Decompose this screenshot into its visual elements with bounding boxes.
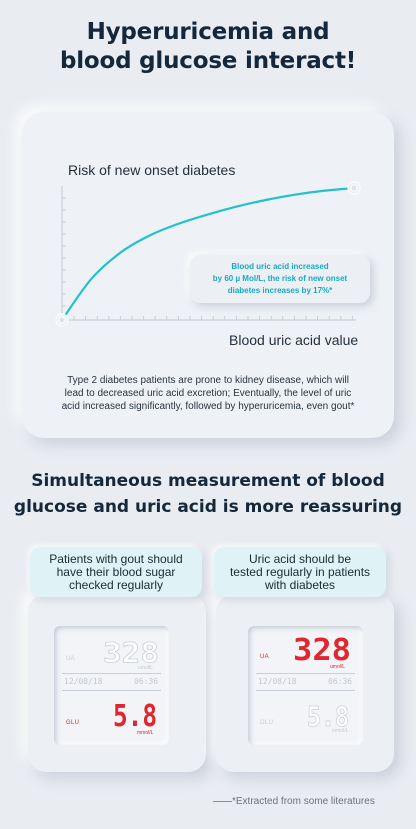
divider [256,673,355,674]
note-line: Type 2 diabetes patients are prone to ki… [67,375,349,386]
meter-screen-right: UA 328 umol/L 12/08/18 06:36 GLU 5.8 mmo… [248,626,363,745]
callout-line: by 60 µ Mol/L, the risk of new onset [212,274,348,283]
page-title-line-2: blood glucose interact! [59,48,357,74]
ua-unit: umol/L [330,664,346,670]
caption-line: Uric acid should be [248,552,352,566]
chart-x-axis-label: Blood uric acid value [229,332,359,348]
chart-y-axis-title: Risk of new onset diabetes [68,162,236,178]
date-readout: 12/08/18 [258,677,297,686]
ua-label: UA [66,656,75,662]
glu-value: 5.8 [307,702,349,728]
time-readout: 06:36 [328,677,353,686]
callout-pointer [180,268,191,280]
divider [62,673,161,674]
time-readout: 06:36 [134,677,159,686]
glu-value: 5.8 [113,700,157,728]
start-point-center [59,317,65,323]
caption-line: checked regularly [68,578,164,592]
section-heading: Simultaneous measurement of blood glucos… [0,468,416,520]
callout-line: diabetes increases by 17%* [227,286,333,295]
ua-unit: umol/L [138,665,154,671]
callout-line: Blood uric acid increased [231,262,329,271]
meter-screen-left: UA 328 umol/L 12/08/18 06:36 GLU 5.8 mmo… [54,626,169,745]
ua-value: 328 [103,638,159,664]
section-heading-line-1: Simultaneous measurement of blood [31,471,385,491]
ua-value: 328 [293,634,351,662]
caption-line: Patients with gout should [49,552,183,566]
caption-line: have their blood sugar [56,565,176,579]
ua-label: UA [260,654,269,660]
end-point-center [351,185,357,191]
date-readout: 12/08/18 [64,677,103,686]
caption-gout: Patients with gout should have their blo… [30,547,202,597]
section-heading-line-2: glucose and uric acid is more reassuring [13,497,403,517]
glu-label: GLU [66,720,80,726]
series-line-risk [60,186,356,322]
caption-line: with diabetes [264,578,336,592]
note-line: lead to decreased uric acid excretion; E… [64,388,352,399]
note-line: acid increased significantly, followed b… [61,401,355,412]
ua-reading: 328 [103,638,160,664]
glu-reading: 5.8 [113,700,157,728]
divider [62,690,161,691]
chart-annotation-callout: Blood uric acid increased by 60 µ Mol/L,… [190,255,370,303]
glu-unit: mmol/L [332,728,349,734]
footnote: *Extracted from some literatures [232,796,375,807]
footnote-dash [213,801,232,802]
diabetes-kidney-note: Type 2 diabetes patients are prone to ki… [36,374,380,413]
caption-diabetes: Uric acid should be tested regularly in … [214,547,386,597]
caption-line: tested regularly in patients [229,565,371,579]
ua-reading: 328 [293,634,351,662]
glu-label: GLU [260,720,274,726]
glu-reading: 5.8 [307,702,350,728]
glu-unit: mmol/L [137,730,154,736]
page-title-line-1: Hyperuricemia and [86,19,330,45]
page-title: Hyperuricemia and blood glucose interact… [0,18,416,76]
divider [256,690,355,691]
